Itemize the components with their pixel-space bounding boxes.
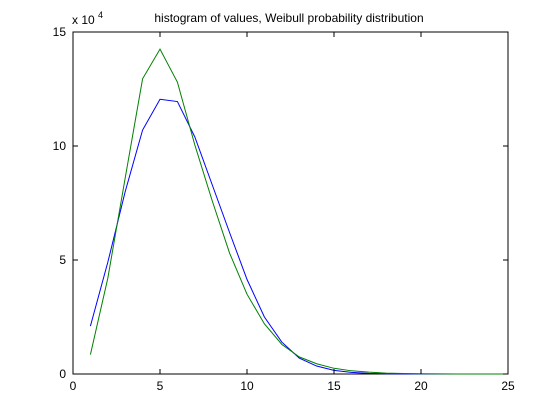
y-exponent-label: x 10 4	[72, 10, 103, 27]
chart-title: histogram of values, Weibull probability…	[154, 11, 423, 25]
x-tick-label: 0	[70, 379, 77, 393]
x-tick-label: 20	[414, 379, 428, 393]
y-tick-label: 0	[59, 367, 66, 381]
y-tick-label: 10	[53, 139, 67, 153]
y-tick-label: 5	[59, 253, 66, 267]
y-tick-label: 15	[53, 25, 67, 39]
x-tick-label: 15	[327, 379, 341, 393]
x-tick-label: 25	[501, 379, 515, 393]
series-layer	[89, 48, 508, 375]
ticks-layer: 0 5 10 15 20 25 0 5 10 15	[53, 25, 515, 393]
x-tick-label: 10	[240, 379, 254, 393]
plot-area	[72, 31, 509, 375]
y-exponent-power: 4	[98, 10, 103, 20]
axes-box	[72, 31, 509, 375]
x-tick-label: 5	[157, 379, 164, 393]
series-line-2	[89, 48, 508, 375]
y-exponent-base: x 10	[72, 13, 95, 27]
